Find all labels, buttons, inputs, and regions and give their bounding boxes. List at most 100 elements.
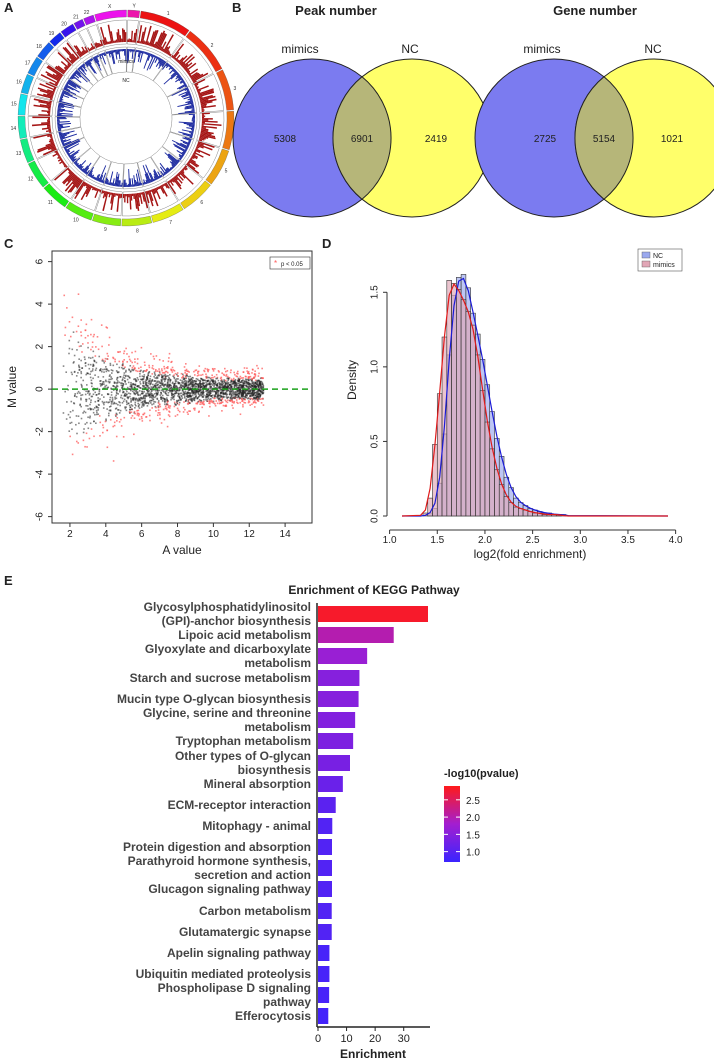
ma-point <box>161 369 163 372</box>
ma-point <box>77 371 79 374</box>
chromosome-label-3: 3 <box>234 86 237 92</box>
ma-point <box>132 399 135 402</box>
ma-point <box>254 382 256 384</box>
ma-point <box>79 392 81 394</box>
ma-point <box>122 376 125 379</box>
ma-point <box>142 397 145 399</box>
ma-point <box>164 375 167 377</box>
peak-bar-mimics <box>41 127 51 130</box>
kegg-category-label: Starch and sucrose metabolism <box>130 671 311 685</box>
peak-bar-nc <box>112 178 115 186</box>
ma-point <box>160 398 162 400</box>
ma-point <box>242 397 245 400</box>
ma-point <box>116 385 119 388</box>
ma-point <box>251 384 254 387</box>
ma-point <box>139 373 141 375</box>
peak-bar-nc <box>59 132 70 137</box>
peak-bar-nc <box>97 177 100 182</box>
ma-point <box>197 411 200 413</box>
ma-point <box>189 382 192 384</box>
ma-point <box>111 400 114 402</box>
ma-point <box>217 386 220 388</box>
peak-bar-nc <box>178 111 195 115</box>
ma-point <box>181 380 183 382</box>
ma-point <box>91 370 94 372</box>
ma-point <box>209 391 211 394</box>
ma-point <box>143 385 146 387</box>
peak-bar-nc <box>119 180 121 187</box>
ma-point <box>163 372 166 374</box>
ma-point <box>256 364 258 367</box>
ma-point <box>129 388 132 391</box>
peak-bar-nc <box>85 170 90 175</box>
peak-bar-mimics <box>102 190 105 194</box>
ma-point <box>77 442 80 444</box>
ma-point <box>195 402 198 405</box>
ma-point <box>190 399 192 402</box>
ma-point <box>183 387 186 389</box>
peak-bar-mimics <box>54 82 59 86</box>
ma-point <box>152 398 154 400</box>
peak-bar-mimics <box>116 193 120 212</box>
ma-point <box>139 375 141 378</box>
peak-bar-nc <box>169 68 175 74</box>
ma-point <box>240 392 243 395</box>
peak-bar-mimics <box>198 139 203 142</box>
ma-point <box>144 399 147 402</box>
density-xtick-label: 1.5 <box>430 535 444 546</box>
ma-point <box>139 378 142 381</box>
ma-point <box>224 379 227 382</box>
ma-point <box>69 411 72 413</box>
ma-point <box>210 395 212 397</box>
ma-point <box>163 397 166 400</box>
ma-point <box>141 392 144 395</box>
ma-point <box>239 397 242 399</box>
peak-bar-mimics <box>170 179 173 183</box>
ma-point <box>177 381 179 383</box>
ma-point <box>145 370 147 373</box>
peak-bar-mimics <box>57 154 61 158</box>
ma-point <box>142 405 145 407</box>
peak-bar-nc <box>126 184 128 187</box>
ma-point <box>197 385 200 388</box>
ma-point <box>256 389 259 392</box>
peak-bar-nc <box>101 52 104 56</box>
ma-point <box>115 392 118 395</box>
ma-point <box>212 370 215 372</box>
peak-bar-mimics <box>96 42 100 48</box>
circos-track-label-mimics: mimics <box>118 59 134 65</box>
density-bars <box>422 274 567 517</box>
ma-point <box>215 373 218 376</box>
ma-point <box>231 404 233 407</box>
peak-bar-mimics <box>62 162 66 165</box>
peak-bar-nc <box>191 120 195 122</box>
peak-bar-nc <box>176 149 185 156</box>
peak-bar-mimics <box>49 138 54 141</box>
ma-point <box>198 395 201 397</box>
ma-point <box>205 385 208 387</box>
peak-bar-nc <box>175 76 183 83</box>
ma-point <box>116 413 118 416</box>
peak-bar-mimics <box>174 176 179 181</box>
ma-point <box>123 416 126 419</box>
ma-point <box>89 422 92 425</box>
peak-bar-mimics <box>46 111 51 114</box>
peak-bar-mimics <box>166 49 170 55</box>
ma-point <box>254 375 257 377</box>
ma-point <box>201 403 203 405</box>
ma-point <box>69 335 72 338</box>
peak-bar-nc <box>79 165 83 170</box>
venn-gene-only-a: 2725 <box>534 134 557 145</box>
kegg-category-label: biosynthesis <box>238 763 312 777</box>
ma-point <box>144 370 146 372</box>
ma-point <box>246 392 248 394</box>
ma-point <box>199 403 201 406</box>
ma-point <box>162 360 164 362</box>
peak-bar-mimics <box>80 184 91 201</box>
ma-point <box>239 377 242 380</box>
peak-bar-nc <box>75 70 88 83</box>
ma-point <box>80 370 82 373</box>
ma-point <box>71 316 74 319</box>
ma-point <box>147 395 149 397</box>
ma-point <box>134 399 137 401</box>
